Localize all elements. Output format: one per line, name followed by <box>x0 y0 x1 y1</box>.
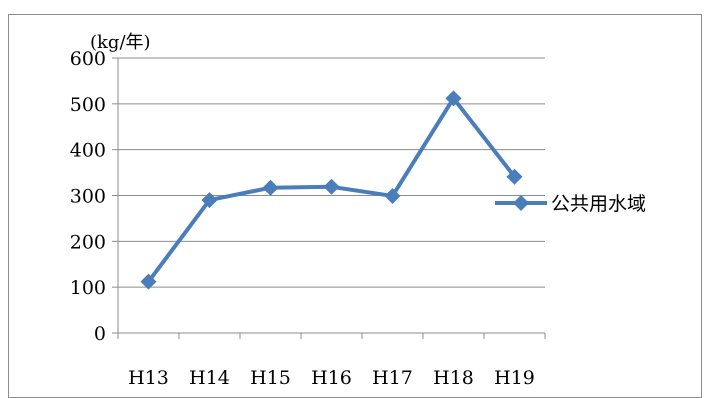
x-tick-label: H13 <box>128 367 169 385</box>
y-tick-label: 100 <box>70 277 106 299</box>
y-tick-label: 500 <box>70 94 106 116</box>
x-tick-label: H17 <box>372 367 413 385</box>
chart-frame <box>8 14 702 398</box>
x-tick-label: H18 <box>433 367 474 385</box>
x-tick-label: H16 <box>311 367 352 385</box>
data-point-marker <box>140 273 157 290</box>
x-tick-label: H14 <box>189 367 230 385</box>
data-point-marker <box>201 192 218 209</box>
x-tick-labels: H13 H14 H15 H16 H17 H18 H19 <box>128 367 535 385</box>
data-point-marker <box>445 90 462 107</box>
data-point-marker <box>384 187 401 204</box>
y-tick-label: 300 <box>70 186 106 208</box>
y-tick-label: 0 <box>94 323 106 345</box>
legend-marker <box>513 195 529 211</box>
data-point-marker <box>323 178 340 195</box>
legend-label: 公共用水域 <box>551 193 646 215</box>
series-layer <box>140 90 523 290</box>
legend: 公共用水域 <box>495 193 646 215</box>
y-unit-label: (kg/年) <box>90 32 151 53</box>
y-tick-label: 200 <box>70 231 106 253</box>
y-tick-label: 400 <box>70 140 106 162</box>
x-tick-label: H19 <box>494 367 535 385</box>
y-tick-label: 600 <box>70 48 106 70</box>
gridlines <box>118 57 545 288</box>
data-point-marker <box>262 179 279 196</box>
x-tick-label: H15 <box>250 367 291 385</box>
data-point-marker <box>506 168 523 185</box>
y-tick-labels: 0 100 200 300 400 500 600 <box>70 48 106 345</box>
axes <box>112 57 546 339</box>
